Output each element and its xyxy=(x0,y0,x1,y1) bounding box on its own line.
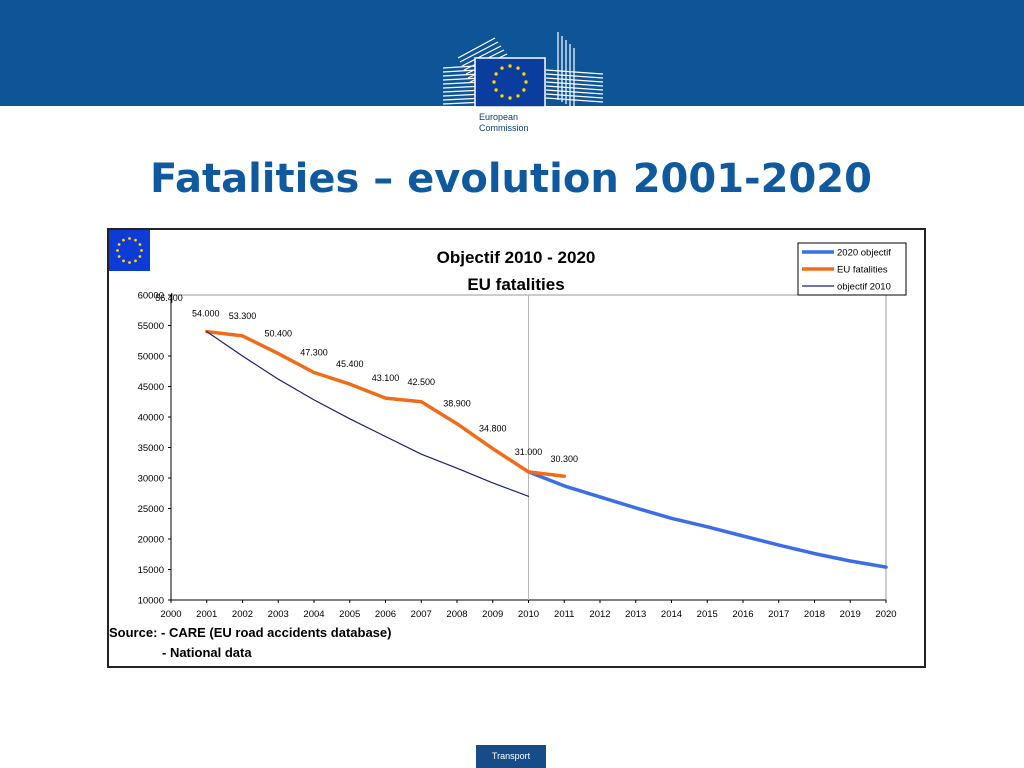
flag-star xyxy=(516,66,520,70)
flag-star xyxy=(117,243,121,246)
flag-star xyxy=(516,94,520,98)
flag-star xyxy=(522,72,526,76)
european-commission-logo: European Commission xyxy=(442,32,604,141)
flag-stars xyxy=(492,64,528,100)
flag-star xyxy=(500,94,504,98)
flag-star xyxy=(140,249,143,252)
logo-text-line-2: Commission xyxy=(479,123,529,133)
flag-star xyxy=(138,243,142,246)
flag-star xyxy=(494,88,498,92)
footer-transport-tag: Transport xyxy=(476,745,546,768)
flag-star xyxy=(128,261,131,264)
flag-star xyxy=(117,255,121,258)
flag-star xyxy=(122,238,125,242)
flag-star xyxy=(508,64,512,68)
flag-star xyxy=(508,96,512,100)
flag-star xyxy=(122,259,125,263)
flag-star xyxy=(522,88,526,92)
flag-star xyxy=(128,237,131,240)
flag-star xyxy=(524,80,528,84)
flag-star xyxy=(492,80,496,84)
logo-text-panel xyxy=(475,107,545,141)
chart-frame xyxy=(107,228,926,668)
flag-star xyxy=(116,249,119,252)
flag-star xyxy=(500,66,504,70)
source-line-2: - National data xyxy=(162,645,252,660)
flag-star xyxy=(494,72,498,76)
building-lines-right xyxy=(545,32,604,107)
flag-star xyxy=(134,259,137,263)
source-line-1: Source: - CARE (EU road accidents databa… xyxy=(109,625,392,640)
slide-title: Fatalities – evolution 2001-2020 xyxy=(150,156,872,202)
flag-star xyxy=(134,238,137,242)
eu-flag-icon xyxy=(109,230,150,271)
logo-text-line-1: European xyxy=(479,112,518,122)
flag-star xyxy=(138,255,142,258)
